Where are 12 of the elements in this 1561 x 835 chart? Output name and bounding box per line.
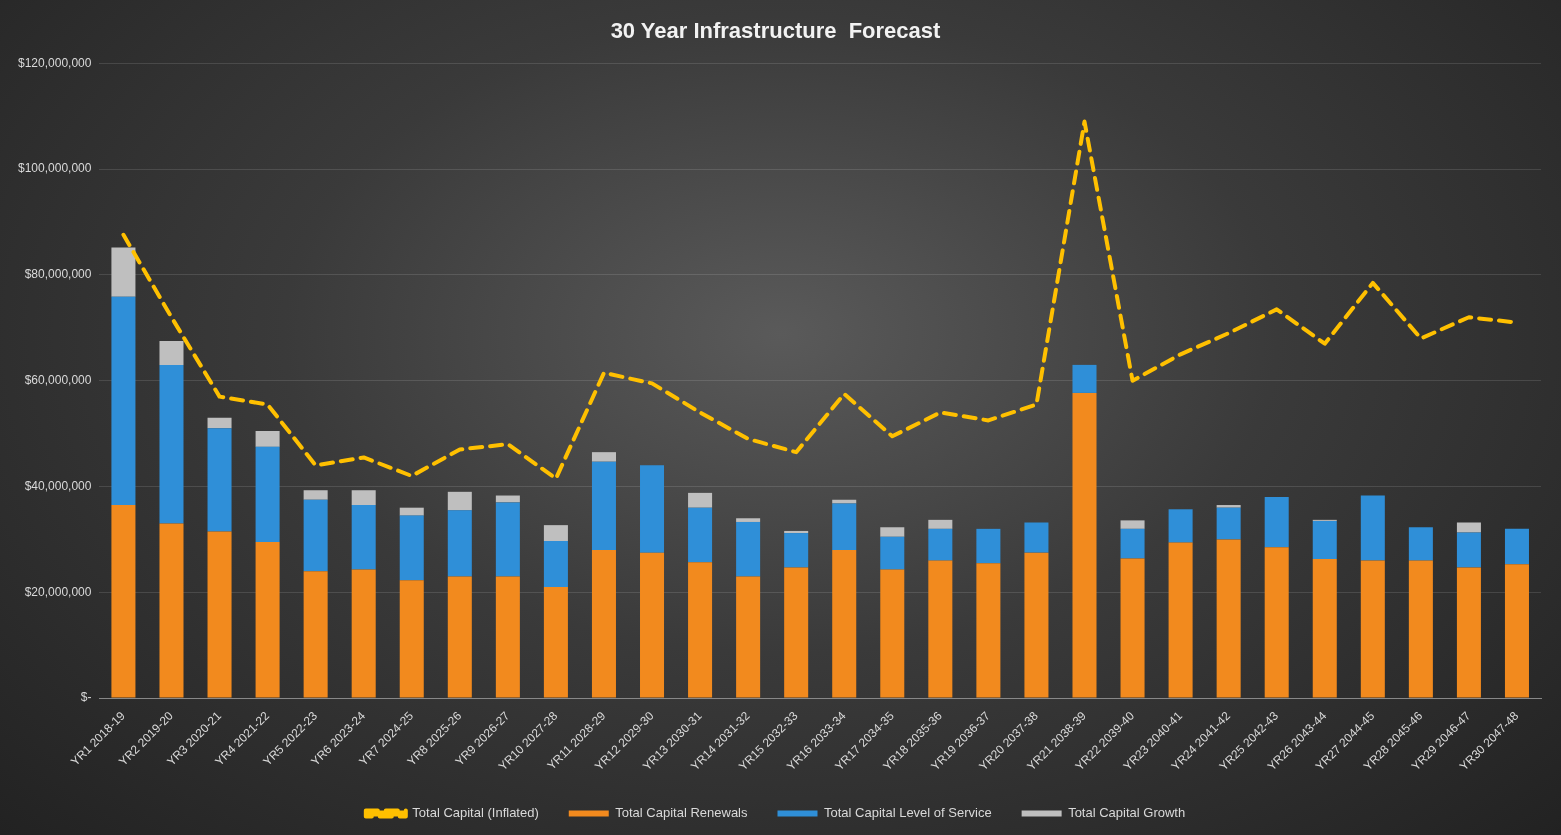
y-tick-label: $80,000,000 (24, 267, 92, 282)
y-tick-label: $120,000,000 (18, 55, 92, 70)
legend-label: Total Capital Growth (1068, 805, 1186, 821)
y-tick-label: $100,000,000 (18, 161, 92, 176)
y-tick-label: $60,000,000 (24, 373, 92, 388)
legend-label: Total Capital Level of Service (824, 805, 992, 821)
y-tick-label: $20,000,000 (24, 584, 92, 599)
legend-label: Total Capital Renewals (615, 805, 748, 821)
y-tick-label: $- (80, 690, 92, 705)
y-tick-label: $40,000,000 (24, 478, 92, 493)
legend-label: Total Capital (Inflated) (412, 805, 539, 821)
chart-title: 30 Year Infrastructure Forecast (610, 18, 942, 44)
